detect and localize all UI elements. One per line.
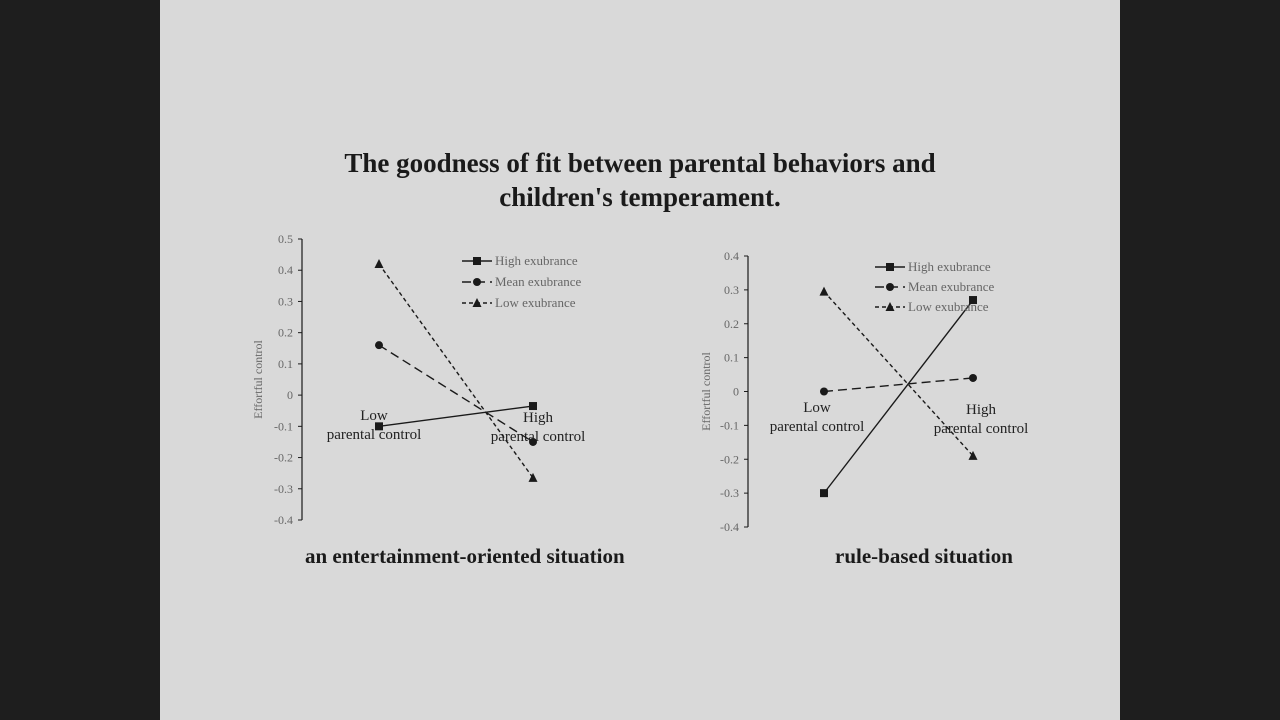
chart1-category-label-1-line1: Low <box>360 408 388 424</box>
chart2-y-tick-label: 0.2 <box>724 317 739 331</box>
chart1-y-tick-label: -0.4 <box>274 513 293 527</box>
chart1-y-tick-label: 0 <box>287 388 293 402</box>
chart2-category-label-1-line2: parental control <box>770 419 865 435</box>
chart1-y-tick-label: -0.2 <box>274 451 293 465</box>
chart2-y-axis-label: Effortful control <box>699 351 713 430</box>
chart1-series-line-3 <box>378 263 534 479</box>
chart2-category-label-1-line1: Low <box>803 400 831 416</box>
chart2-y-tick-label: -0.4 <box>720 520 739 534</box>
chart-caption-rule-based: rule-based situation <box>835 544 1013 568</box>
chart2-series-1-point-2 <box>969 296 977 305</box>
chart1-series-3-point-1 <box>374 258 384 268</box>
chart1-legend-marker-1 <box>473 257 481 265</box>
chart1-legend-label-1: High exubrance <box>495 253 578 268</box>
chart1-series-1-point-2 <box>529 402 537 411</box>
chart1-y-axis-label: Effortful control <box>251 339 265 418</box>
chart2-series-3-point-1 <box>819 286 829 296</box>
chart1-series-line-1 <box>378 405 534 428</box>
chart1-y-tick-label: -0.1 <box>274 419 293 433</box>
chart2-y-tick-label: 0.4 <box>724 249 739 263</box>
slide-title: The goodness of fit between parental beh… <box>160 146 1120 214</box>
title-line-2: children's temperament. <box>499 182 781 212</box>
chart1-legend-label-3: Low exubrance <box>495 295 576 310</box>
chart2-y-tick-label: -0.2 <box>720 452 739 466</box>
chart2-category-label-2-line2: parental control <box>934 421 1029 437</box>
chart2-series-1-point-1 <box>820 489 828 498</box>
chart2-legend-marker-1 <box>886 263 894 271</box>
chart1-y-tick-label: -0.3 <box>274 482 293 496</box>
chart1-series-line-2 <box>378 344 534 443</box>
chart1-series-3-point-2 <box>528 472 538 482</box>
chart2-y-tick-label: 0.1 <box>724 351 739 365</box>
chart1-category-label-2-line2: parental control <box>491 429 586 445</box>
chart1-category-label-2-line1: High <box>523 410 554 426</box>
chart1-category-label-1-line2: parental control <box>327 427 422 443</box>
chart2-legend-label-2: Mean exubrance <box>908 279 994 294</box>
chart1-y-tick-label: 0.5 <box>278 232 293 246</box>
chart2-y-tick-label: -0.1 <box>720 418 739 432</box>
chart1-y-tick-label: 0.3 <box>278 294 293 308</box>
chart2-y-tick-label: -0.3 <box>720 486 739 500</box>
title-line-1: The goodness of fit between parental beh… <box>344 148 936 178</box>
chart2-y-tick-label: 0 <box>733 385 739 399</box>
chart1-legend-label-2: Mean exubrance <box>495 274 581 289</box>
chart1-legend-marker-2 <box>473 278 481 286</box>
chart2-legend-label-1: High exubrance <box>908 259 991 274</box>
slide: The goodness of fit between parental beh… <box>160 0 1120 720</box>
chart2-series-3-point-2 <box>968 450 978 460</box>
chart1-y-tick-label: 0.1 <box>278 357 293 371</box>
chart2-series-line-3 <box>823 291 974 457</box>
chart2-series-2-point-1 <box>820 387 828 396</box>
chart1-series-1-point-1 <box>375 422 383 431</box>
chart-caption-entertainment: an entertainment-oriented situation <box>305 544 625 568</box>
chart1-legend-marker-3 <box>472 298 482 307</box>
chart2-legend-marker-3 <box>885 302 895 311</box>
chart2-series-line-2 <box>823 377 974 393</box>
chart2-legend-marker-2 <box>886 283 894 291</box>
chart1-series-2-point-1 <box>375 341 383 350</box>
chart1-series-2-point-2 <box>529 437 537 446</box>
chart2-legend-label-3: Low exubrance <box>908 299 989 314</box>
chart2-category-label-2-line1: High <box>966 402 997 418</box>
chart2-y-tick-label: 0.3 <box>724 283 739 297</box>
chart1-y-tick-label: 0.2 <box>278 326 293 340</box>
chart2-series-line-1 <box>823 299 974 494</box>
chart1-y-tick-label: 0.4 <box>278 263 293 277</box>
chart2-series-2-point-2 <box>969 373 977 382</box>
